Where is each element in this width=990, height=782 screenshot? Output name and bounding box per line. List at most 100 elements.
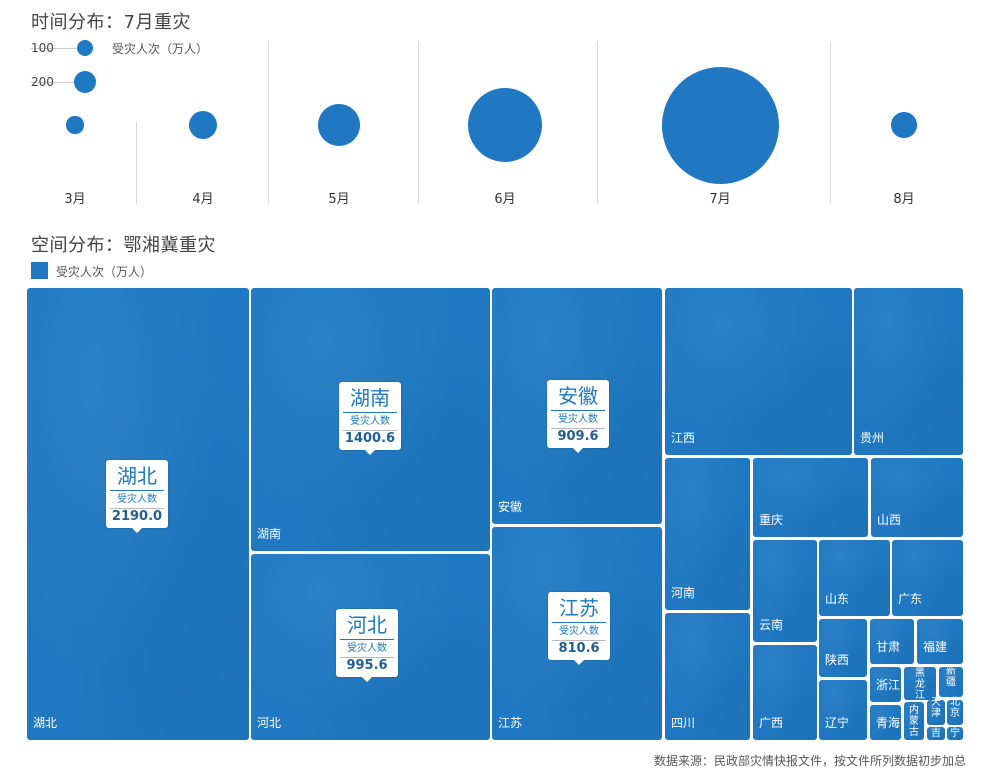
treemap-tile-label: 贵州 [860, 431, 885, 445]
treemap-tile: 甘肃 [870, 619, 914, 664]
treemap-tile: 内蒙古 [904, 702, 924, 740]
callout-province-name: 湖南 [343, 386, 397, 413]
month-divider [597, 42, 598, 204]
treemap-tile-label: 浙江 [876, 678, 901, 692]
treemap-tile-label: 河北 [257, 716, 282, 730]
month-bubble [467, 87, 543, 163]
month-bubble [189, 111, 217, 139]
month-label: 3月 [64, 192, 86, 207]
month-bubble [661, 66, 779, 184]
treemap-tile-label: 宁 [950, 728, 960, 739]
callout-metric-label: 受灾人数 [340, 642, 394, 658]
size-legend-bubble-200 [74, 71, 96, 93]
treemap-tile: 四川 [665, 613, 750, 740]
callout-value: 1400.6 [344, 431, 396, 446]
callout-metric-label: 受灾人数 [343, 415, 397, 431]
treemap-legend-swatch [31, 262, 48, 279]
treemap-tile-label: 新疆 [946, 666, 956, 688]
treemap-tile: 福建 [917, 619, 963, 664]
callout-province-name: 安徽 [551, 384, 605, 411]
month-label: 7月 [709, 192, 731, 207]
treemap-tile: 河南 [665, 458, 750, 610]
callout-value: 2190.0 [111, 509, 163, 524]
treemap-tile: 黑龙江 [904, 667, 936, 701]
province-callout: 江苏受灾人数 810.6 [548, 592, 610, 665]
callout-value: 810.6 [558, 641, 600, 656]
treemap-tile-label: 湖南 [257, 527, 282, 541]
size-legend-label-200: 200 [31, 75, 54, 89]
treemap-tile-label: 陕西 [825, 653, 850, 667]
treemap-tile: 青海 [870, 705, 901, 740]
size-legend-line-100 [31, 48, 86, 49]
bubble-legend-label: 受灾人次（万人） [112, 42, 209, 56]
province-callout: 湖北受灾人数 2190.0 [106, 460, 168, 533]
callout-metric-label: 受灾人数 [551, 413, 605, 429]
month-bubble [318, 104, 360, 146]
province-callout: 河北受灾人数 995.6 [336, 609, 398, 682]
treemap-tile-label: 福建 [923, 640, 948, 654]
month-divider [136, 122, 137, 204]
treemap-tile: 浙江 [870, 667, 901, 702]
treemap-tile-label: 吉 [931, 728, 941, 739]
treemap-tile: 吉 [927, 727, 945, 740]
month-divider [268, 42, 269, 204]
month-divider [418, 42, 419, 204]
callout-metric-label: 受灾人数 [552, 625, 606, 641]
callout-province-name: 湖北 [110, 464, 164, 491]
treemap-tile: 宁 [947, 727, 963, 740]
time-section-title: 时间分布：7月重灾 [31, 12, 191, 33]
month-bubble [66, 116, 84, 134]
province-callout: 湖南受灾人数 1400.6 [339, 382, 401, 455]
treemap-tile: 河北 [251, 554, 490, 740]
callout-value: 909.6 [557, 429, 599, 444]
treemap-tile: 北京 [947, 696, 963, 725]
treemap-tile-label: 甘肃 [876, 640, 901, 654]
month-label: 6月 [494, 192, 516, 207]
space-section-title: 空间分布：鄂湘冀重灾 [31, 235, 216, 256]
treemap-tile-label: 四川 [671, 716, 696, 730]
treemap-tile-label: 重庆 [759, 513, 784, 527]
treemap-tile: 陕西 [819, 619, 867, 677]
treemap-tile-label: 江苏 [498, 716, 523, 730]
treemap-tile-label: 青海 [876, 716, 901, 730]
treemap-tile-label: 山西 [877, 513, 902, 527]
treemap-tile: 山东 [819, 540, 890, 616]
size-legend-label-100: 100 [31, 41, 54, 55]
treemap-tile-label: 山东 [825, 592, 850, 606]
treemap-tile-label: 广西 [759, 716, 784, 730]
treemap-tile: 新疆 [939, 666, 963, 697]
size-legend-line-200 [31, 82, 86, 83]
month-label: 8月 [893, 192, 915, 207]
treemap-tile: 辽宁 [819, 680, 867, 740]
treemap-tile: 天津 [927, 696, 945, 725]
month-divider [830, 42, 831, 204]
month-bubble [891, 112, 917, 138]
month-label: 5月 [328, 192, 350, 207]
treemap-tile: 重庆 [753, 458, 868, 537]
treemap-tile-label: 江西 [671, 431, 696, 445]
month-label: 4月 [192, 192, 214, 207]
callout-province-name: 江苏 [552, 596, 606, 623]
treemap-tile-label: 安徽 [498, 500, 523, 514]
callout-metric-label: 受灾人数 [110, 493, 164, 509]
treemap-tile-label: 黑龙江 [915, 667, 925, 701]
callout-value: 995.6 [346, 658, 388, 673]
treemap-tile-label: 湖北 [33, 716, 58, 730]
treemap-tile-label: 云南 [759, 618, 784, 632]
province-callout: 安徽受灾人数 909.6 [547, 380, 609, 453]
treemap-tile: 山西 [871, 458, 963, 537]
size-legend-bubble-100 [77, 40, 93, 56]
treemap-tile-label: 广东 [898, 592, 923, 606]
treemap-tile-label: 天津 [931, 696, 941, 719]
treemap-tile-label: 河南 [671, 586, 696, 600]
callout-province-name: 河北 [340, 613, 394, 640]
treemap-tile-label: 北京 [950, 696, 960, 719]
treemap-tile: 云南 [753, 540, 817, 642]
treemap-tile-label: 辽宁 [825, 716, 850, 730]
treemap-legend-label: 受灾人次（万人） [56, 265, 153, 279]
treemap-tile: 江西 [665, 288, 852, 455]
data-source-note: 数据来源：民政部灾情快报文件，按文件所列数据初步加总 [653, 754, 966, 768]
treemap-tile-label: 内蒙古 [909, 705, 919, 738]
treemap-tile: 贵州 [854, 288, 963, 455]
treemap-tile: 广东 [892, 540, 963, 616]
